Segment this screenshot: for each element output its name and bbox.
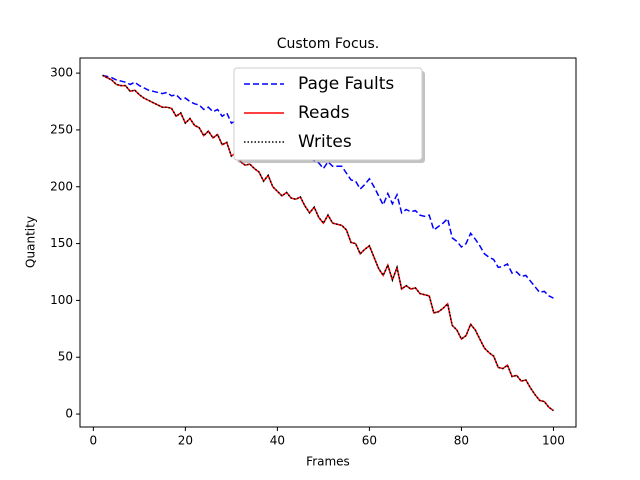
legend <box>233 67 423 161</box>
chart-title: Custom Focus. <box>277 36 380 52</box>
x-tick-label: 80 <box>454 434 469 448</box>
y-tick-label: 50 <box>58 350 73 364</box>
line-series <box>102 74 554 412</box>
legend-label: Writes <box>298 132 352 152</box>
x-tick-label: 100 <box>542 434 565 448</box>
x-tick-label: 0 <box>90 434 98 448</box>
x-tick-label: 20 <box>178 434 193 448</box>
y-tick-label: 150 <box>50 236 73 250</box>
y-tick-label: 0 <box>65 407 73 421</box>
x-tick-label: 60 <box>362 434 377 448</box>
y-tick-label: 250 <box>50 122 73 136</box>
y-tick-label: 100 <box>50 293 73 307</box>
x-axis-label: Frames <box>306 455 350 469</box>
y-tick-label: 200 <box>50 179 73 193</box>
line-series <box>102 74 554 299</box>
plot-frame <box>79 57 577 428</box>
y-axis-label: Quantity <box>24 216 38 268</box>
legend-label: Reads <box>298 103 350 123</box>
x-tick-label: 40 <box>270 434 285 448</box>
legend-label: Page Faults <box>298 74 394 94</box>
y-tick-label: 300 <box>50 66 73 80</box>
